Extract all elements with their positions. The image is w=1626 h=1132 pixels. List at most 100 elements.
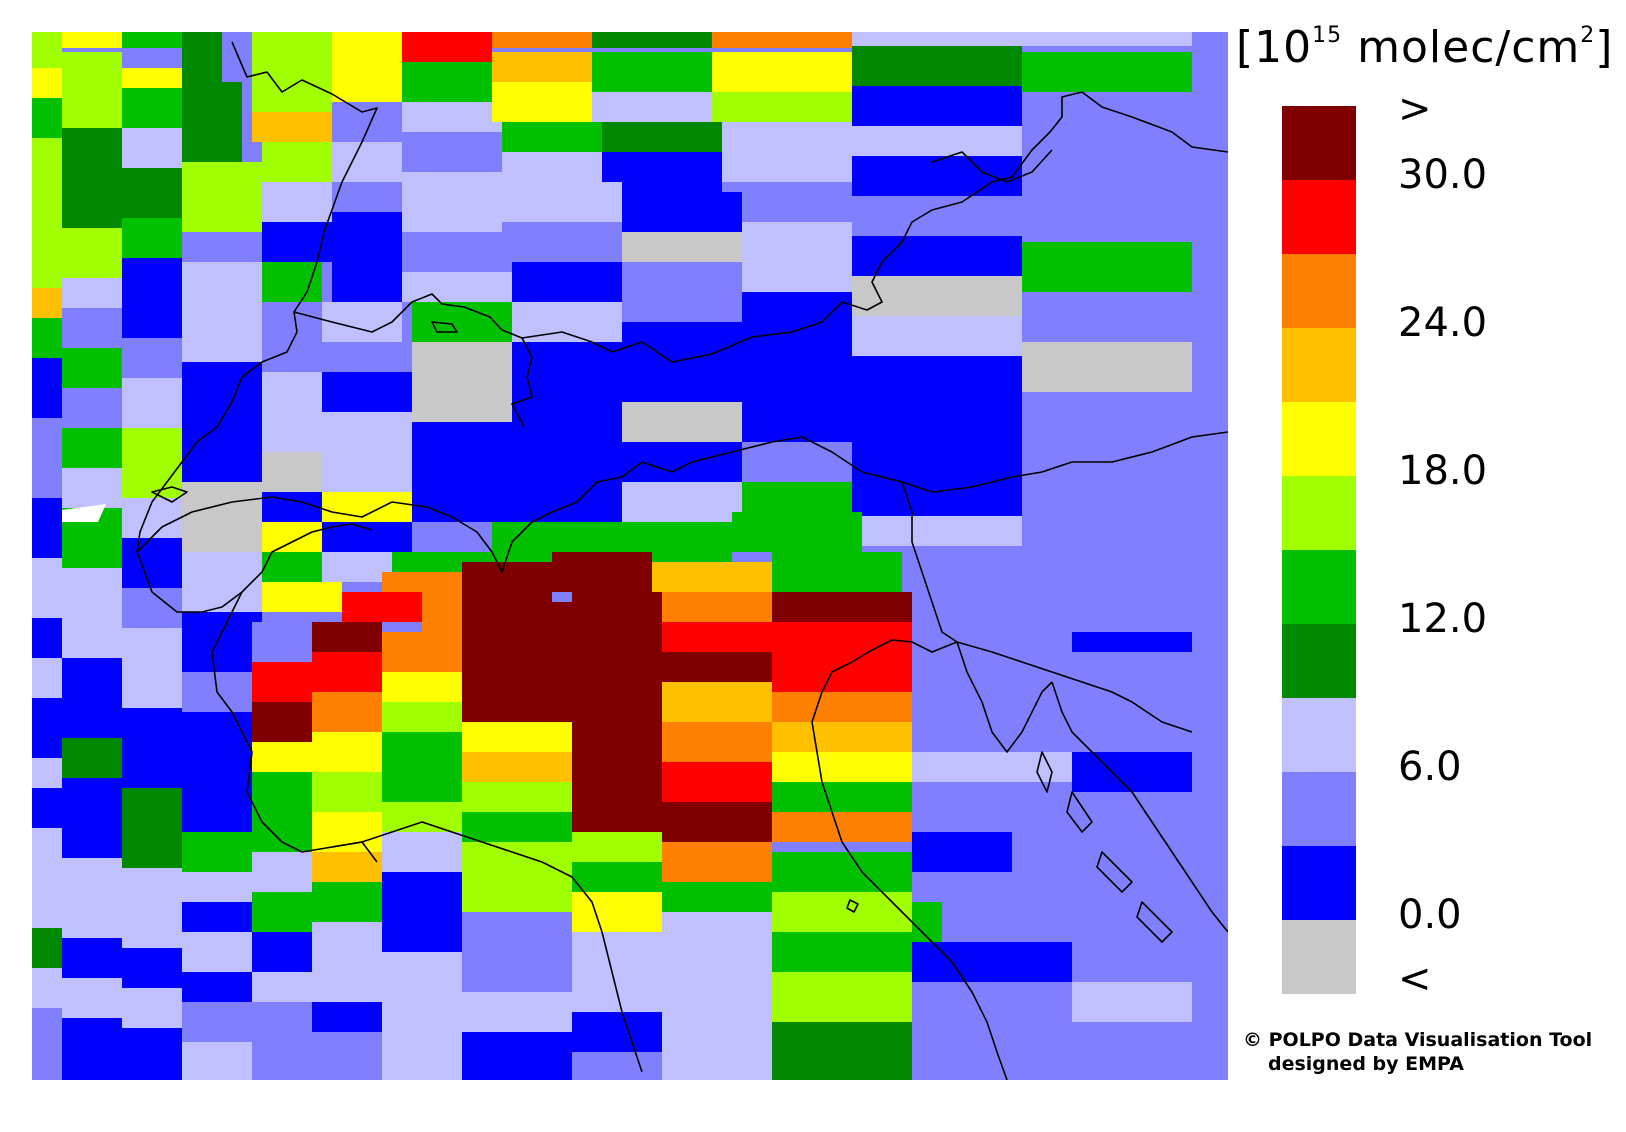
pixel-cell [712,32,852,48]
pixel-cell [852,156,1022,196]
pixel-cell [32,32,62,68]
pixel-cell [852,126,1022,156]
pixel-cell [382,632,462,672]
pixel-cell [712,92,852,122]
pixel-cell [122,258,182,298]
pixel-cell [122,628,182,668]
pixel-cell [182,642,262,672]
pixel-cell [402,62,502,102]
pixel-cell [262,522,322,552]
coast-istria [956,641,1053,753]
pixel-cell [252,892,312,932]
pixel-cell [712,52,852,92]
legend-swatch [1282,106,1356,180]
pixel-cell [402,232,512,272]
pixel-cell [182,902,262,932]
pixel-cell [1022,142,1192,192]
pixel-cell [1022,392,1192,442]
lake-constance [431,321,458,333]
pixel-cell [732,512,862,552]
pixel-cell [462,952,572,992]
pixel-cell [122,468,182,498]
pixel-cell [262,372,322,412]
border-alps-italy [136,431,1228,573]
pixel-cell [412,342,512,382]
pixel-cell [772,552,902,592]
pixel-cell [742,292,852,322]
pixel-cell [382,702,462,732]
pixel-cell [382,772,462,802]
pixel-cell [252,662,312,702]
pixel-cell [312,1032,382,1080]
pixel-cell [502,122,602,152]
pixel-cell [182,552,262,612]
pixel-cell [262,332,322,372]
pixel-cell [462,872,572,912]
legend-tick-below: < [1398,956,1432,1002]
pixel-cell [62,308,122,348]
pixel-cell [312,812,382,852]
pixel-cell [62,698,122,738]
pixel-cell [662,842,772,882]
pixel-cell [252,742,312,772]
pixel-cell [322,452,412,492]
pixel-cell [1022,342,1192,392]
pixel-cell [852,276,1022,316]
pixel-cell [332,142,402,182]
pixel-cell [572,862,662,892]
pixel-cell [32,238,62,288]
pixel-cell [1072,752,1192,792]
pixel-cell [462,602,572,642]
no2-column-map[interactable] [32,32,1228,1080]
pixel-cell [402,272,512,302]
pixel-cell [622,292,742,322]
pixel-cell [742,182,852,222]
pixel-cell [462,1032,572,1080]
legend-swatch [1282,698,1356,772]
pixel-cell [772,652,912,692]
pixel-cell [512,222,622,262]
pixel-cell [312,772,382,812]
pixel-cell [772,1022,912,1080]
legend-tick-above: > [1398,86,1432,132]
islands-2 [1066,791,1093,833]
pixel-cell [262,142,332,182]
pixel-cell [512,262,622,302]
pixel-cell [502,152,602,182]
pixel-cell [772,592,912,622]
pixel-cell [662,592,772,622]
pixel-cell [662,992,772,1032]
legend-swatch [1282,476,1356,550]
pixel-cell [572,1012,662,1052]
pixel-cell [62,1018,122,1080]
pixel-cell [662,952,772,992]
pixel-cell [382,992,462,1032]
legend-swatch [1282,180,1356,254]
pixel-cell [572,592,662,632]
legend-swatch [1282,772,1356,846]
pixel-cell [382,872,462,912]
pixel-cell [402,172,502,202]
pixel-cell [122,218,182,258]
pixel-cell [182,322,262,362]
pixel-cell [662,622,772,652]
pixel-cell [332,212,402,272]
pixel-cell [462,842,572,872]
pixel-cell [182,32,222,82]
pixel-cell [252,702,312,742]
pixel-cell [1022,92,1192,142]
pixel-cell [662,682,772,722]
pixel-cell [122,68,182,88]
pixel-cell [32,868,62,928]
pixel-cell [32,928,62,968]
pixel-cell [512,302,622,342]
border-croatia [956,641,1193,733]
pixel-cell [382,672,462,702]
pixel-cell [492,52,592,82]
pixel-cell [32,68,62,98]
legend-swatch [1282,920,1356,994]
country-borders [136,41,1228,1080]
pixel-cell [32,788,62,828]
pixel-cell [662,652,772,682]
pixel-cell [772,852,912,892]
